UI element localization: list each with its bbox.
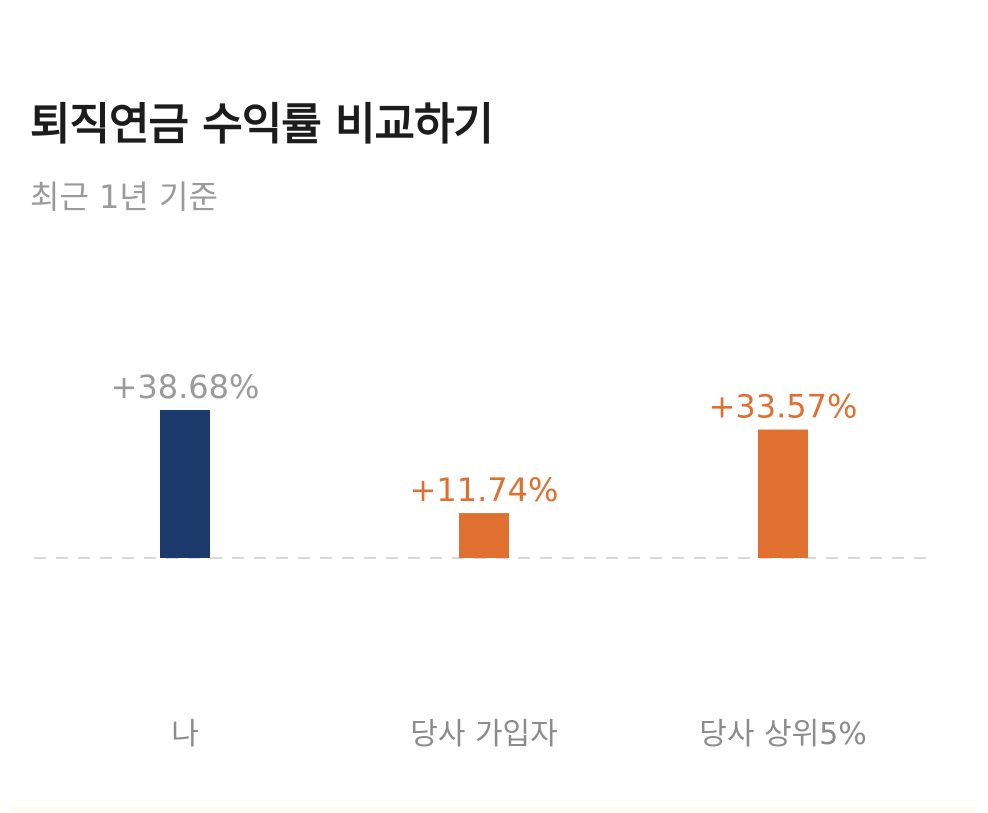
value-label-1: +38.68% <box>111 368 260 406</box>
period-subtitle: 최근 1년 기준 <box>30 178 218 216</box>
value-label-2: +11.74% <box>410 471 559 509</box>
page-title: 퇴직연금 수익률 비교하기 <box>30 99 494 150</box>
category-label-2: 당사 가입자 <box>410 717 558 752</box>
bar-1 <box>160 410 210 558</box>
bottom-strip <box>12 807 976 813</box>
bar-3 <box>758 429 808 558</box>
bar-2 <box>459 513 509 558</box>
value-label-3: +33.57% <box>709 388 858 426</box>
category-label-1: 나 <box>171 717 199 752</box>
category-label-3: 당사 상위5% <box>699 717 867 752</box>
